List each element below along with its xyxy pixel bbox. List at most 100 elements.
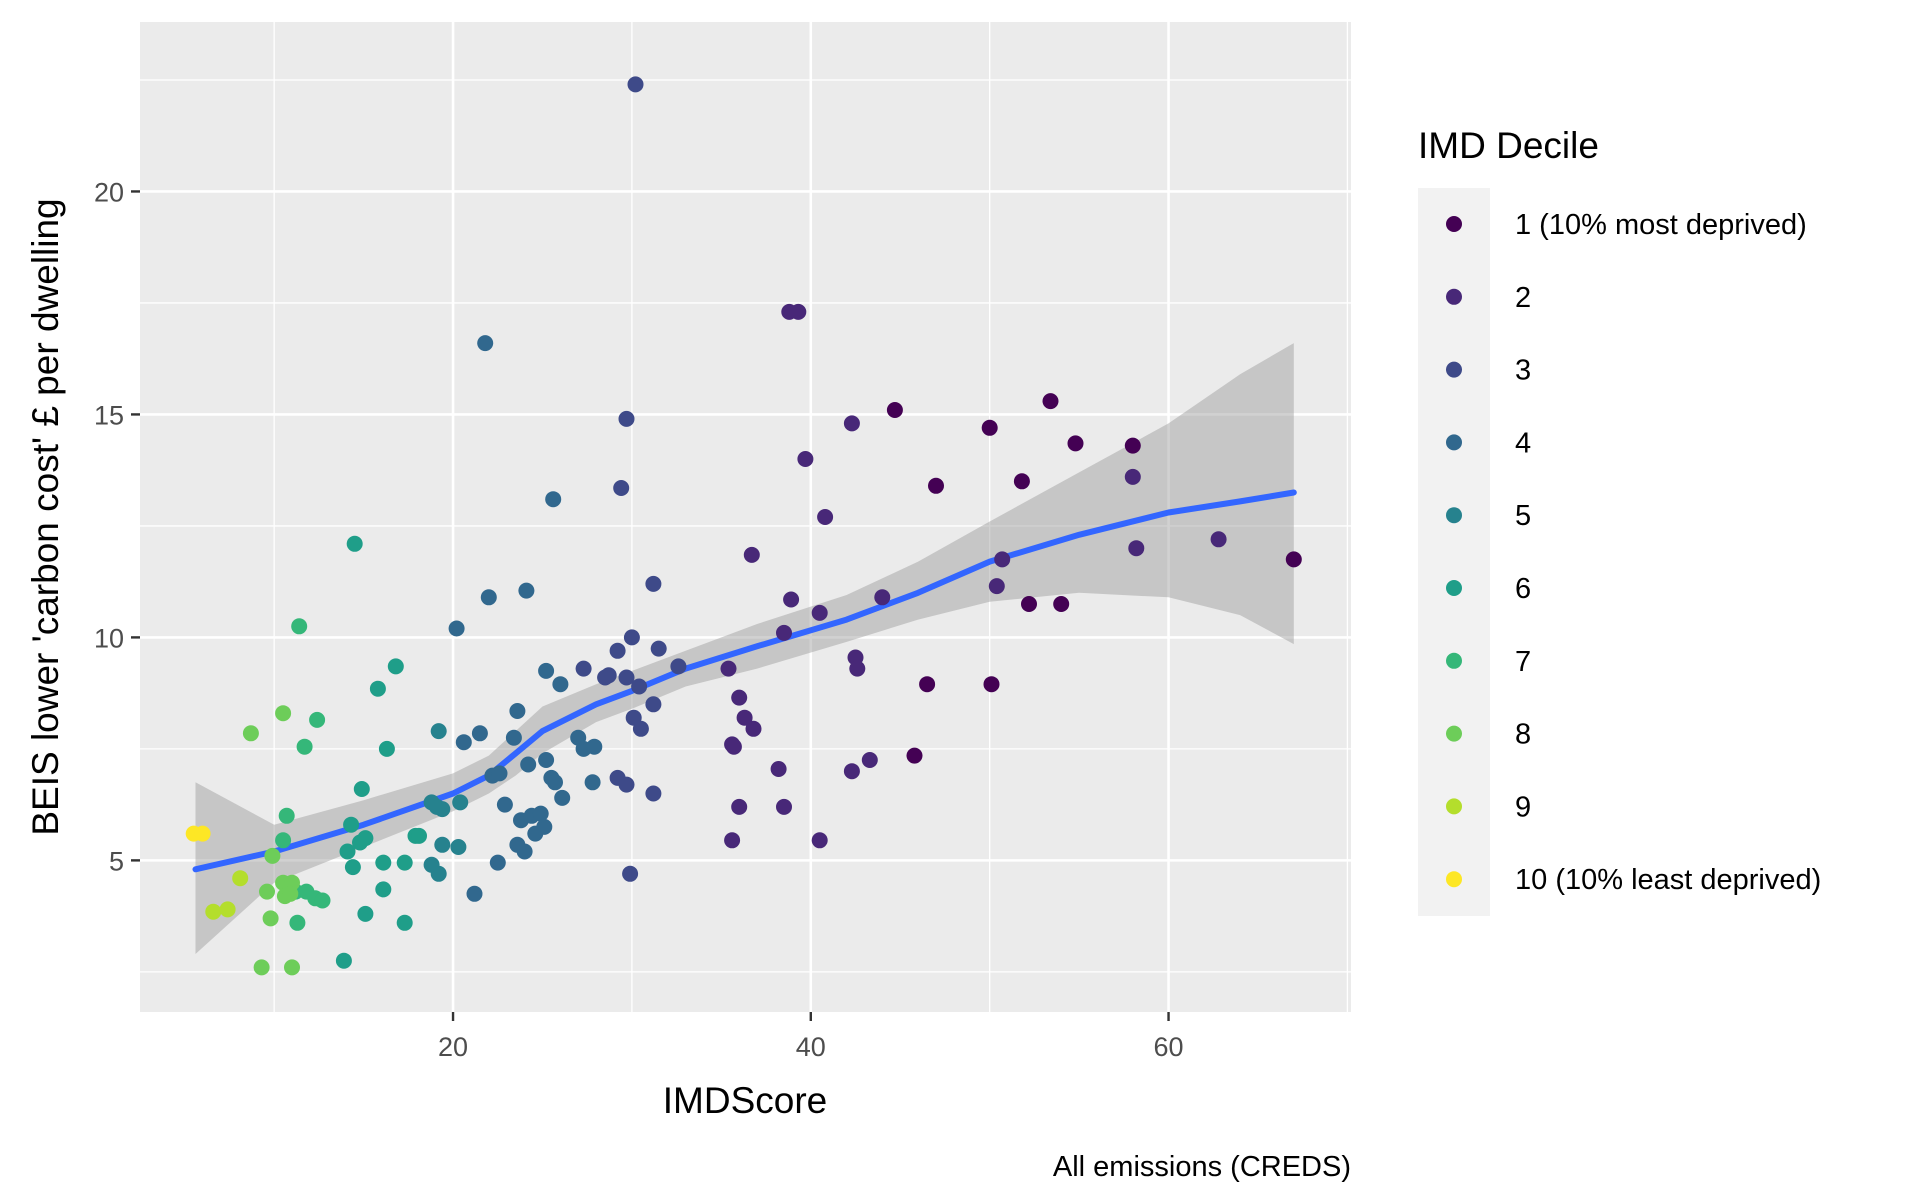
data-point — [471, 725, 488, 742]
data-point — [547, 774, 563, 791]
data-point — [631, 678, 648, 695]
data-point — [194, 825, 211, 842]
data-point — [339, 843, 356, 860]
data-point — [994, 551, 1011, 568]
legend-label: 1 (10% most deprived) — [1515, 209, 1807, 241]
legend-key — [1446, 725, 1462, 742]
data-point — [731, 798, 748, 815]
x-tick-label: 40 — [796, 1032, 826, 1062]
data-point — [430, 865, 447, 882]
data-point — [527, 825, 544, 842]
data-point — [455, 734, 472, 751]
data-point — [988, 578, 1005, 595]
data-point — [861, 752, 878, 768]
legend-key — [1446, 652, 1462, 669]
data-point — [505, 729, 522, 746]
data-point — [645, 575, 662, 592]
data-point — [770, 761, 787, 777]
data-point — [532, 805, 549, 822]
data-point — [387, 658, 404, 675]
data-point — [811, 832, 828, 849]
x-tick-label: 60 — [1154, 1032, 1184, 1062]
data-point — [284, 959, 300, 976]
data-point — [1285, 551, 1302, 568]
data-point — [291, 618, 308, 635]
data-point — [613, 480, 630, 496]
data-point — [552, 676, 569, 693]
data-point — [357, 830, 374, 847]
data-point — [466, 885, 483, 902]
data-point — [790, 303, 807, 320]
legend-key — [1446, 361, 1462, 378]
data-point — [450, 839, 467, 855]
data-point — [357, 905, 374, 922]
data-point — [296, 738, 313, 755]
data-point — [335, 952, 352, 969]
data-point — [344, 859, 361, 876]
data-point — [575, 660, 592, 677]
legend-key — [1446, 798, 1462, 815]
y-tick-label: 5 — [109, 846, 124, 876]
data-point — [219, 901, 236, 918]
grid-minor — [140, 22, 1351, 1012]
data-point — [282, 885, 299, 902]
data-point — [448, 620, 465, 637]
data-point — [609, 642, 626, 659]
data-point — [1128, 540, 1145, 557]
points-layer — [185, 76, 1302, 976]
data-point — [489, 854, 506, 871]
data-point — [480, 589, 497, 606]
y-axis-title: BEIS lower 'carbon cost' £ per dwelling — [25, 198, 66, 835]
data-point — [516, 843, 533, 860]
x-axis-title: IMDScore — [663, 1080, 827, 1121]
data-point — [584, 774, 601, 791]
data-point — [745, 720, 762, 737]
data-point — [817, 509, 834, 525]
legend-label: 9 — [1515, 791, 1531, 823]
y-tick-label: 20 — [94, 177, 124, 207]
data-point — [346, 535, 363, 552]
data-point — [1021, 596, 1037, 612]
data-point — [776, 798, 792, 815]
data-point — [618, 776, 635, 793]
data-point — [275, 705, 292, 722]
legend-label: 5 — [1515, 500, 1531, 532]
legend-label: 4 — [1515, 427, 1531, 459]
legend-label: 7 — [1515, 646, 1531, 678]
data-point — [849, 660, 866, 677]
data-point — [253, 959, 270, 976]
data-point — [343, 816, 360, 833]
data-point — [1124, 468, 1141, 485]
data-point — [618, 669, 635, 686]
data-point — [430, 723, 447, 740]
data-point — [1124, 437, 1141, 454]
legend-key — [1446, 580, 1462, 596]
data-point — [538, 662, 555, 679]
x-tick-label: 20 — [438, 1032, 468, 1062]
data-point — [645, 696, 662, 713]
data-point — [743, 546, 760, 563]
legend-label: 8 — [1515, 719, 1531, 751]
legend-key — [1446, 288, 1462, 305]
data-point — [1053, 596, 1070, 612]
y-tick-label: 10 — [94, 623, 124, 653]
legend-label: 10 (10% least deprived) — [1515, 864, 1821, 896]
data-point — [731, 689, 748, 706]
data-point — [1210, 531, 1227, 548]
data-point — [278, 807, 295, 824]
data-point — [983, 676, 1000, 693]
data-point — [375, 881, 392, 898]
data-point — [232, 870, 249, 887]
legend-label: 3 — [1515, 355, 1531, 387]
data-point — [396, 914, 413, 931]
data-point — [622, 865, 639, 882]
data-point — [434, 836, 451, 853]
legend-key — [1446, 507, 1462, 524]
data-point — [205, 903, 222, 920]
y-tick-label: 15 — [94, 400, 124, 430]
data-point — [518, 582, 535, 599]
data-point — [736, 709, 753, 726]
data-point — [906, 747, 923, 764]
data-point — [783, 591, 800, 608]
data-point — [724, 832, 741, 849]
